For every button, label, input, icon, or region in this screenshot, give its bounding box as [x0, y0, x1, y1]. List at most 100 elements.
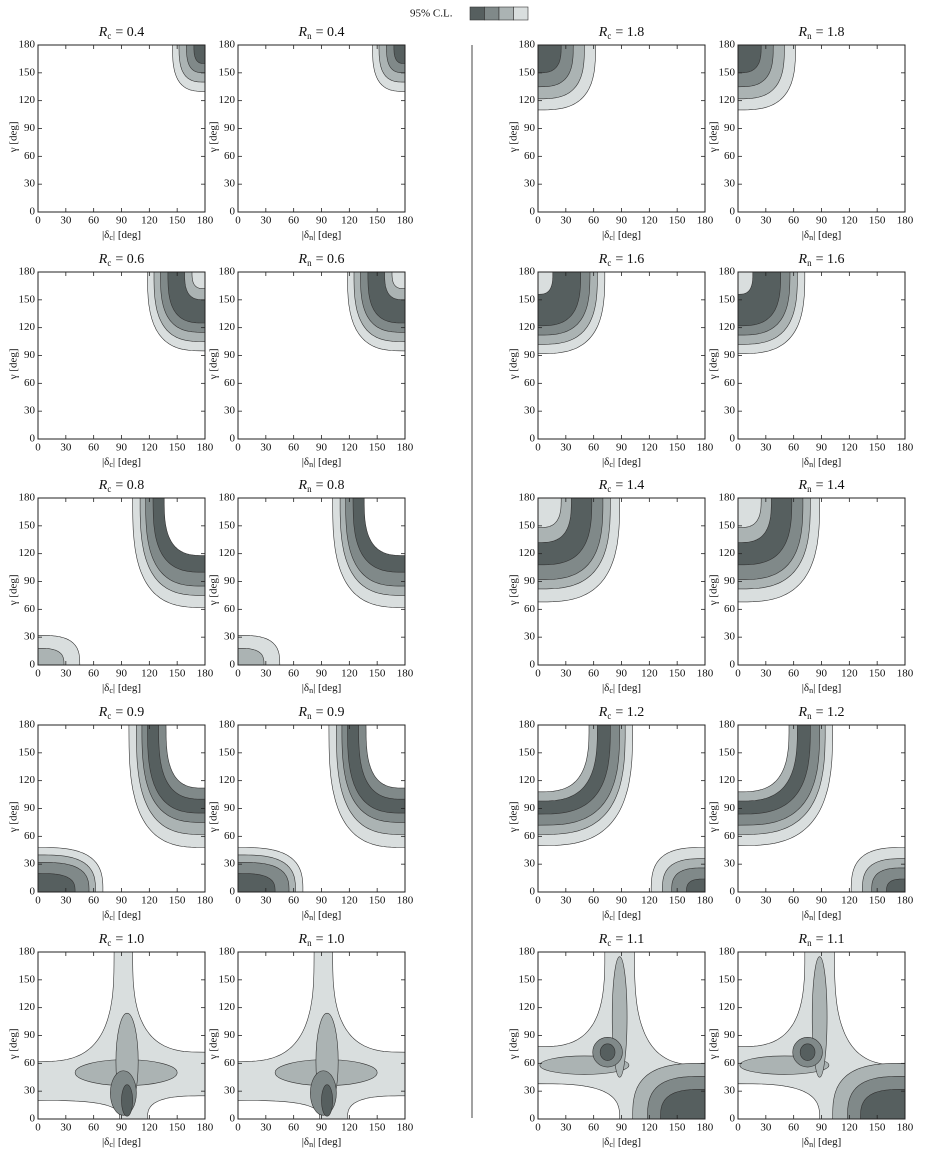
x-label-pre: |δ — [602, 682, 609, 694]
y-axis-label: γ [deg] — [8, 574, 20, 606]
contours — [738, 272, 806, 354]
contour-region — [686, 878, 705, 892]
x-tick-label: 120 — [141, 215, 158, 227]
y-tick-label: 90 — [24, 802, 36, 814]
contour-region — [538, 1083, 620, 1119]
y-axis-label: γ [deg] — [8, 801, 20, 833]
y-tick-label: 120 — [219, 321, 236, 333]
x-tick-label: 120 — [341, 215, 358, 227]
title-text: = 0.8 — [316, 478, 345, 493]
x-tick-label: 30 — [760, 215, 772, 227]
panel: 0 30 60 90 120 150 180 0 30 60 90 120 150 180 Rn = 1.6 |… — [708, 252, 914, 469]
y-tick-label: 180 — [519, 719, 536, 731]
y-tick-label: 60 — [24, 150, 36, 162]
x-tick-label: 0 — [535, 1122, 541, 1134]
contour-region — [538, 498, 562, 528]
title-text: = 1.8 — [615, 25, 644, 40]
x-tick-label: 180 — [197, 668, 214, 680]
contour-region — [38, 648, 65, 665]
x-label-post: | [deg] — [813, 229, 841, 241]
x-label-post: | [deg] — [313, 456, 341, 468]
y-axis-label: γ [deg] — [8, 1028, 20, 1060]
y-tick-label: 0 — [730, 1113, 736, 1125]
y-tick-label: 60 — [724, 377, 736, 389]
y-tick-label: 60 — [524, 830, 536, 842]
x-label-subscript: c — [609, 233, 613, 242]
y-tick-label: 0 — [30, 1113, 36, 1125]
x-label-post: | [deg] — [313, 229, 341, 241]
x-tick-label: 150 — [169, 215, 186, 227]
title-subscript: c — [607, 711, 611, 721]
x-tick-label: 120 — [841, 668, 858, 680]
y-tick-label: 60 — [24, 377, 36, 389]
x-label-pre: |δ — [102, 229, 109, 241]
y-tick-label: 150 — [219, 519, 236, 531]
y-tick-label: 90 — [524, 349, 536, 361]
y-tick-label: 30 — [724, 1085, 736, 1097]
x-tick-label: 150 — [369, 668, 386, 680]
x-tick-label: 150 — [669, 442, 686, 454]
title-subscript: c — [607, 258, 611, 268]
y-tick-label: 60 — [524, 603, 536, 615]
y-tick-label: 120 — [19, 547, 36, 559]
y-tick-label: 90 — [224, 802, 236, 814]
y-tick-label: 180 — [19, 39, 36, 51]
panel: 0 30 60 90 120 150 180 0 30 60 90 120 150 180 Rn = 0.9 |… — [208, 705, 414, 922]
x-tick-label: 180 — [897, 442, 914, 454]
x-label-post: | [deg] — [613, 909, 641, 921]
title-text: = 0.9 — [316, 705, 345, 720]
y-tick-label: 90 — [724, 1029, 736, 1041]
y-tick-label: 180 — [719, 946, 736, 958]
x-axis-label: |δc| [deg] — [602, 229, 641, 242]
contour-region — [165, 725, 205, 789]
y-tick-label: 0 — [730, 659, 736, 671]
x-label-pre: |δ — [602, 229, 609, 241]
x-tick-label: 30 — [60, 895, 72, 907]
y-tick-label: 150 — [519, 293, 536, 305]
x-tick-label: 0 — [35, 1122, 41, 1134]
contours — [538, 272, 606, 354]
y-tick-label: 30 — [224, 405, 236, 417]
x-label-post: | [deg] — [813, 456, 841, 468]
panel: 0 30 60 90 120 150 180 0 30 60 90 120 150 180 Rn = 1.8 |… — [708, 25, 914, 242]
x-label-post: | [deg] — [613, 1136, 641, 1148]
y-tick-label: 30 — [524, 1085, 536, 1097]
x-tick-label: 90 — [616, 442, 628, 454]
y-tick-label: 30 — [24, 1085, 36, 1097]
contour-region — [538, 725, 590, 793]
y-tick-label: 90 — [724, 349, 736, 361]
y-tick-label: 120 — [719, 321, 736, 333]
y-tick-label: 60 — [724, 603, 736, 615]
contour-region — [886, 878, 905, 892]
x-label-pre: |δ — [802, 456, 809, 468]
x-label-subscript: n — [309, 1140, 313, 1149]
contours — [738, 45, 796, 111]
x-tick-label: 30 — [760, 442, 772, 454]
panel: 0 30 60 90 120 150 180 0 30 60 90 120 150 180 Rn = 1.4 |… — [708, 478, 914, 695]
x-tick-label: 180 — [897, 895, 914, 907]
x-axis-label: |δn| [deg] — [302, 1136, 342, 1149]
y-tick-label: 180 — [19, 719, 36, 731]
title-text: = 1.8 — [816, 25, 845, 40]
y-tick-label: 120 — [519, 94, 536, 106]
x-axis-label: |δc| [deg] — [102, 909, 141, 922]
y-tick-label: 120 — [519, 547, 536, 559]
y-tick-label: 150 — [719, 519, 736, 531]
contour-region — [238, 952, 315, 1062]
title-subscript: c — [107, 31, 111, 41]
x-label-subscript: n — [309, 460, 313, 469]
y-tick-label: 150 — [19, 746, 36, 758]
title-subscript: n — [307, 258, 312, 268]
x-tick-label: 150 — [869, 215, 886, 227]
y-tick-label: 0 — [230, 886, 236, 898]
x-tick-label: 180 — [897, 1122, 914, 1134]
y-tick-label: 0 — [230, 206, 236, 218]
x-tick-label: 90 — [616, 668, 628, 680]
y-tick-label: 180 — [219, 492, 236, 504]
y-tick-label: 0 — [30, 206, 36, 218]
y-tick-label: 150 — [19, 293, 36, 305]
y-axis-label: γ [deg] — [708, 121, 720, 153]
y-tick-label: 90 — [24, 1029, 36, 1041]
x-axis-label: |δc| [deg] — [602, 909, 641, 922]
contour-region — [834, 952, 905, 1066]
